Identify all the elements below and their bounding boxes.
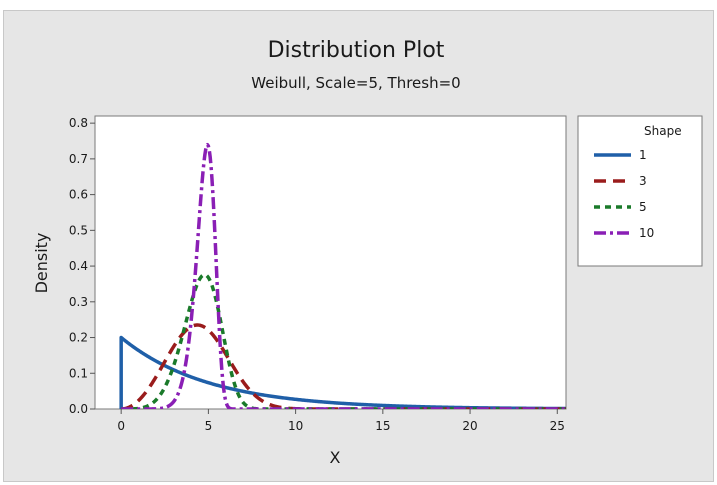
x-axis: 0 5 10 15 20 25 <box>117 409 565 433</box>
x-tick-label: 5 <box>205 419 213 433</box>
legend-label-shape-10: 10 <box>639 226 654 240</box>
legend-title: Shape <box>644 124 682 138</box>
x-tick-label: 25 <box>550 419 565 433</box>
x-tick-label: 10 <box>288 419 303 433</box>
y-axis: 0.0 0.1 0.2 0.3 0.4 0.5 0.6 0.7 0.8 <box>69 116 95 416</box>
chart-title: Distribution Plot <box>268 38 445 63</box>
y-tick-label: 0.0 <box>69 402 88 416</box>
x-tick-label: 20 <box>462 419 477 433</box>
y-tick-label: 0.1 <box>69 366 88 380</box>
chart-subtitle: Weibull, Scale=5, Thresh=0 <box>251 74 460 92</box>
y-tick-label: 0.8 <box>69 116 88 130</box>
y-tick-label: 0.7 <box>69 152 88 166</box>
y-axis-title: Density <box>32 233 51 294</box>
plot-area <box>94 115 567 410</box>
x-tick-label: 0 <box>117 419 125 433</box>
x-axis-title: X <box>330 448 341 467</box>
y-tick-label: 0.4 <box>69 259 88 273</box>
legend-label-shape-1: 1 <box>639 148 647 162</box>
series-line-shape-3 <box>120 323 566 409</box>
series-layer <box>119 142 566 409</box>
chart-figure: Distribution Plot Weibull, Scale=5, Thre… <box>3 10 714 482</box>
legend-label-shape-3: 3 <box>639 174 647 188</box>
series-line-shape-10 <box>120 142 566 409</box>
legend: Shape 1 3 5 10 <box>577 115 703 267</box>
y-tick-label: 0.2 <box>69 331 88 345</box>
y-tick-label: 0.3 <box>69 295 88 309</box>
y-tick-label: 0.5 <box>69 223 88 237</box>
y-tick-label: 0.6 <box>69 188 88 202</box>
legend-label-shape-5: 5 <box>639 200 647 214</box>
chart-svg: Distribution Plot Weibull, Scale=5, Thre… <box>32 38 703 467</box>
legend-box <box>577 115 703 267</box>
x-tick-label: 15 <box>375 419 390 433</box>
series-line-shape-1 <box>119 335 566 409</box>
